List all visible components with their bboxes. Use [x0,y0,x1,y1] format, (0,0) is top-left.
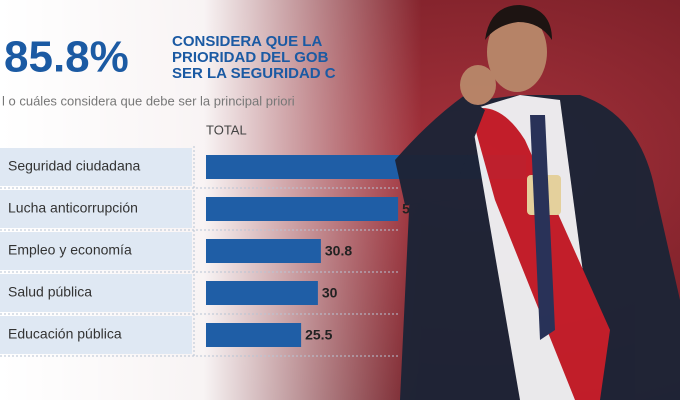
category-label: Salud pública [8,284,92,300]
value-label: 5 [402,201,410,217]
bar [206,197,399,221]
bar [206,239,321,263]
category-box [0,232,192,270]
category-label: Educación pública [8,326,122,342]
bar [206,323,302,347]
person-photo [395,5,680,400]
category-label: Empleo y economía [8,242,132,258]
column-label: TOTAL [206,122,247,137]
headline-line: PRIORIDAD DEL GOB [172,49,329,66]
headline-value: 85.8% [4,33,129,82]
headline-line: CONSIDERA QUE LA [172,33,322,50]
category-box [0,274,192,312]
value-label: 30.8 [325,243,352,259]
category-box [0,316,192,354]
subtitle: l o cuáles considera que debe ser la pri… [2,93,295,108]
category-label: Lucha anticorrupción [8,200,138,216]
category-label: Seguridad ciudadana [8,158,141,174]
value-label: 30 [322,285,338,301]
chart: 85.8% CONSIDERA QUE LA PRIORIDAD DEL GOB… [0,33,527,357]
category-box [0,190,192,228]
headline-line: SER LA SEGURIDAD C [172,65,336,82]
value-label: 25.5 [305,327,332,343]
category-box [0,148,192,186]
bar [206,281,318,305]
